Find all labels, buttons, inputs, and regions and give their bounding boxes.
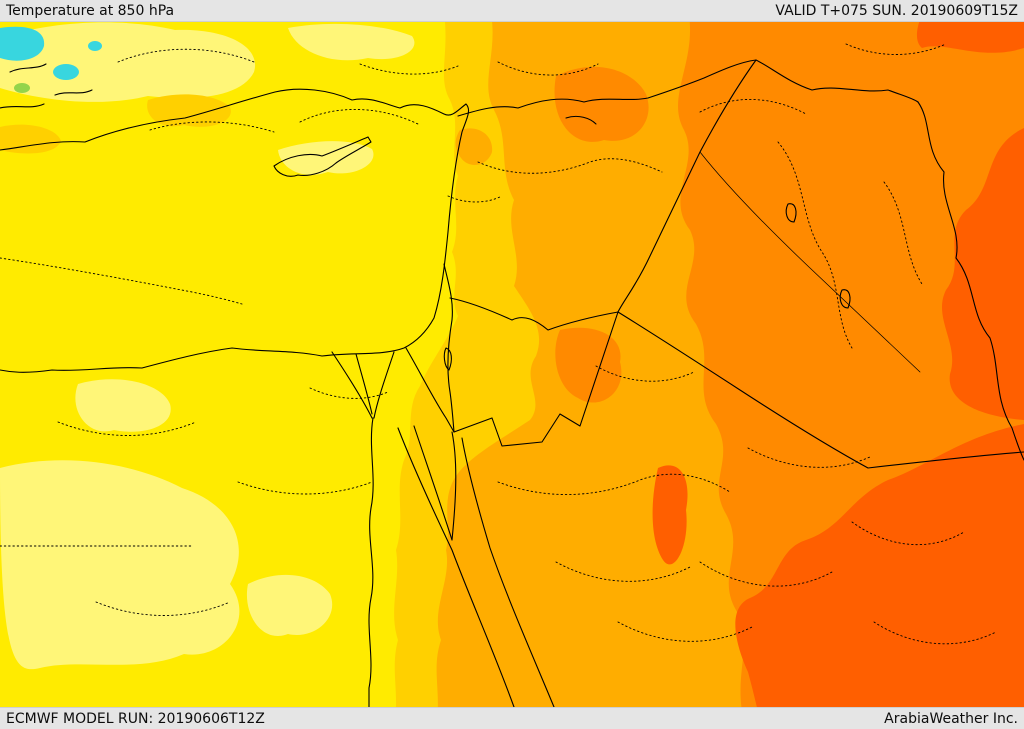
lake-outline — [785, 203, 797, 223]
valid-time-label: VALID T+075 SUN. 20190609T15Z — [775, 2, 1018, 19]
lake-outline — [839, 289, 851, 309]
lake-assad — [565, 115, 597, 125]
isotherm-fill-red-orange — [652, 0, 1024, 729]
model-run-label: ECMWF MODEL RUN: 20190606T12Z — [6, 710, 265, 727]
egypt-israel-border — [405, 347, 455, 433]
sinai-west-coast — [413, 425, 453, 541]
isotherm-fill-cold-cyan — [0, 26, 102, 80]
euphrates-river — [699, 151, 921, 373]
turkey-syria-border — [457, 59, 919, 117]
isotherm-fill-pale-yellow — [0, 22, 415, 670]
jordan-saudi-border — [453, 311, 619, 447]
nile-delta — [331, 351, 373, 419]
cyprus-outline — [273, 136, 372, 177]
map-title: Temperature at 850 hPa — [6, 2, 175, 19]
syria-iraq-border — [617, 59, 757, 313]
admin-dotted-boundaries — [0, 43, 997, 645]
footer-bar: ECMWF MODEL RUN: 20190606T12Z ArabiaWeat… — [0, 707, 1024, 729]
iraq-iran-border — [917, 101, 1024, 461]
iraq-saudi-border — [617, 311, 1024, 469]
egypt-red-sea-coast — [397, 427, 515, 708]
israel-jordan-border — [443, 263, 455, 433]
provider-credit: ArabiaWeather Inc. — [884, 710, 1018, 727]
syria-jordan-border — [449, 297, 619, 331]
sinai-east-coast — [451, 431, 457, 541]
header-bar: Temperature at 850 hPa VALID T+075 SUN. … — [0, 0, 1024, 22]
coastline — [0, 88, 470, 373]
isotherm-fill-cool-green — [14, 83, 30, 93]
saudi-red-sea-coast — [461, 437, 555, 708]
nile-river — [368, 417, 374, 708]
dead-sea-outline — [443, 347, 452, 371]
country-borders — [0, 59, 1024, 708]
